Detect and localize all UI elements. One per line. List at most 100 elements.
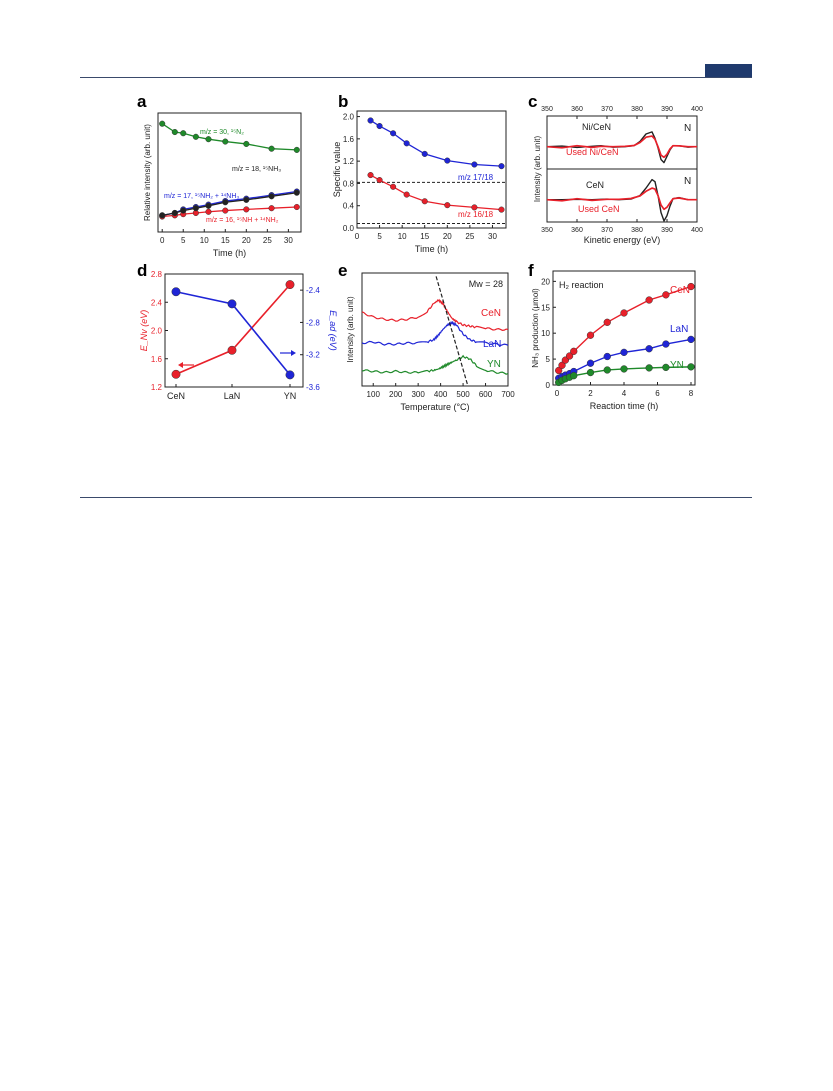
panel-f-ytick-label: 0 <box>546 381 551 390</box>
panel-c: N N Ni/CeN Used Ni/CeN CeN Used CeN 350 350 360 3… <box>533 106 703 245</box>
panel-b-ytick-label: 0.8 <box>343 179 355 188</box>
panel-e-ylabel: Intensity (arb. unit) <box>346 296 355 363</box>
panel-a-xtick-label: 5 <box>181 236 186 245</box>
panel-f-point-2 <box>662 363 670 372</box>
panel-f-ytick-label: 10 <box>541 329 550 338</box>
panel-a-point-1 <box>293 189 300 196</box>
panel-c-series-label: Used CeN <box>578 204 620 214</box>
panel-c-subplot-1-frame <box>546 168 698 223</box>
panel-a-xtick-label: 15 <box>221 236 230 245</box>
panel-a-xlabel: Time (h) <box>213 248 246 258</box>
panel-e-series-label: LaN <box>483 339 501 350</box>
panel-f-point-1 <box>645 345 653 353</box>
panel-f-xtick-label: 6 <box>655 389 660 398</box>
panel-a-point-1 <box>268 193 275 200</box>
panel-b-frame <box>356 110 507 229</box>
panel-f-series-label: LaN <box>670 324 688 335</box>
panel-label-a: a <box>137 92 147 111</box>
panel-b-ytick-label: 2.0 <box>343 113 355 122</box>
panel-b-point-0 <box>390 130 397 137</box>
panel-d-ylabel-left: E_Nv (eV) <box>139 310 149 352</box>
panel-c-series-label: Ni/CeN <box>582 122 611 132</box>
panel-a-point-1 <box>205 202 212 209</box>
panel-label-c: c <box>528 92 537 111</box>
panel-f-ytick-label: 20 <box>541 277 550 286</box>
panel-e: 100 200 300 400 500 600 700 Temperature (°C) Int… <box>346 272 515 412</box>
panel-label-e: e <box>338 261 347 280</box>
panel-c-ylabel: Intensity (arb. unit) <box>533 136 542 203</box>
panel-f-series-label: CeN <box>670 285 690 296</box>
panel-f-point-1 <box>662 340 670 348</box>
panel-d-right-arrowhead-icon <box>291 350 296 356</box>
panel-d: CeN LaN YN 1.2 1.6 2.0 2.4 2.8 -2.4 -2.8 -3.2 -3.6 E… <box>139 270 338 401</box>
panel-c-element-label: N <box>684 123 691 134</box>
panel-a-ylabel: Relative intensity (arb. unit) <box>143 124 152 221</box>
panel-c-top-tick-label: 360 <box>571 106 583 113</box>
panel-a-point-3 <box>222 207 229 214</box>
panel-d-series-line-0 <box>175 284 291 376</box>
panel-d-category-label: LaN <box>224 391 241 401</box>
panel-f-point-0 <box>603 318 611 326</box>
panel-f: 0 2 4 6 8 0 5 10 15 20 Reaction time (h) NH₃ produc… <box>531 270 696 411</box>
panel-d-right-tick-label: -3.2 <box>306 351 320 360</box>
panel-d-point-1 <box>227 299 237 309</box>
panel-b-xtick-label: 15 <box>420 232 429 241</box>
panel-b-xtick-label: 20 <box>443 232 452 241</box>
panel-c-top-tick-label: 390 <box>661 106 673 113</box>
panel-f-point-0 <box>558 361 566 369</box>
panel-b-point-0 <box>471 161 478 168</box>
panel-d-category-label: CeN <box>167 391 185 401</box>
panel-a-point-3 <box>243 206 250 213</box>
panel-d-left-arrowhead-icon <box>178 362 183 368</box>
header-rule <box>80 77 752 78</box>
panel-a-xtick-label: 0 <box>160 236 165 245</box>
panel-c-top-tick-label: 370 <box>601 106 613 113</box>
panel-b-point-0 <box>421 150 428 157</box>
panel-f-xtick-label: 8 <box>689 389 694 398</box>
panel-e-series-label: CeN <box>481 308 501 319</box>
panel-c-top-tick-label: 350 <box>541 106 553 113</box>
panel-a-point-0 <box>268 145 275 152</box>
panel-a-point-0 <box>180 130 187 137</box>
panel-f-series-label: YN <box>670 360 684 371</box>
panel-c-spectrum-0-1 <box>546 135 697 159</box>
panel-f-annotation: H₂ reaction <box>559 280 604 290</box>
panel-b-point-1 <box>471 204 478 211</box>
panel-e-xtick-label: 200 <box>389 390 403 399</box>
panel-b-ylabel: Specific value <box>332 142 342 198</box>
panel-a-frame <box>157 112 302 233</box>
panel-b-point-0 <box>498 163 505 170</box>
panel-a-xtick-label: 30 <box>284 236 293 245</box>
panel-e-series-label: YN <box>487 359 501 370</box>
panel-a-point-1 <box>159 212 166 219</box>
panel-f-point-0 <box>565 352 574 360</box>
panel-b-xlabel: Time (h) <box>415 244 448 254</box>
panel-d-right-tick-label: -2.4 <box>306 286 320 295</box>
panel-f-ylabel: NH₃ production (μmol) <box>531 288 540 368</box>
panel-a: 0 5 10 15 20 25 30 Time (h) Relative intensity (… <box>143 112 302 258</box>
panel-a-series-label: m/z = 17, ¹⁵NH₂ + ¹⁴NH₃ <box>164 193 239 200</box>
panel-a-point-0 <box>171 128 178 136</box>
panel-f-point-1 <box>586 359 595 367</box>
panel-f-point-0 <box>662 291 670 299</box>
panel-f-point-2 <box>570 372 578 380</box>
panel-c-top-tick-label: 380 <box>631 106 643 113</box>
panel-a-series-label: m/z = 30, ¹⁵N₂ <box>200 129 244 136</box>
panel-b-series-label: m/z 16/18 <box>458 210 494 219</box>
panel-b-series-line-0 <box>370 119 502 167</box>
panel-a-point-1 <box>180 207 187 214</box>
panel-a-point-3 <box>293 203 300 211</box>
panel-f-point-2 <box>645 364 653 372</box>
panel-a-series-line-0 <box>161 123 297 151</box>
panel-d-right-tick-label: -3.6 <box>306 383 320 392</box>
panel-b-point-0 <box>444 157 451 164</box>
panel-a-point-0 <box>192 133 199 140</box>
panel-b-point-0 <box>376 122 383 130</box>
panel-f-xtick-label: 0 <box>555 389 560 398</box>
panel-e-shift-guide-line <box>435 276 469 386</box>
panel-f-point-0 <box>586 331 595 339</box>
panel-f-xtick-label: 2 <box>588 389 593 398</box>
panel-f-xlabel: Reaction time (h) <box>590 401 659 411</box>
panel-f-point-0 <box>555 366 563 375</box>
panel-c-element-label: N <box>684 176 691 187</box>
